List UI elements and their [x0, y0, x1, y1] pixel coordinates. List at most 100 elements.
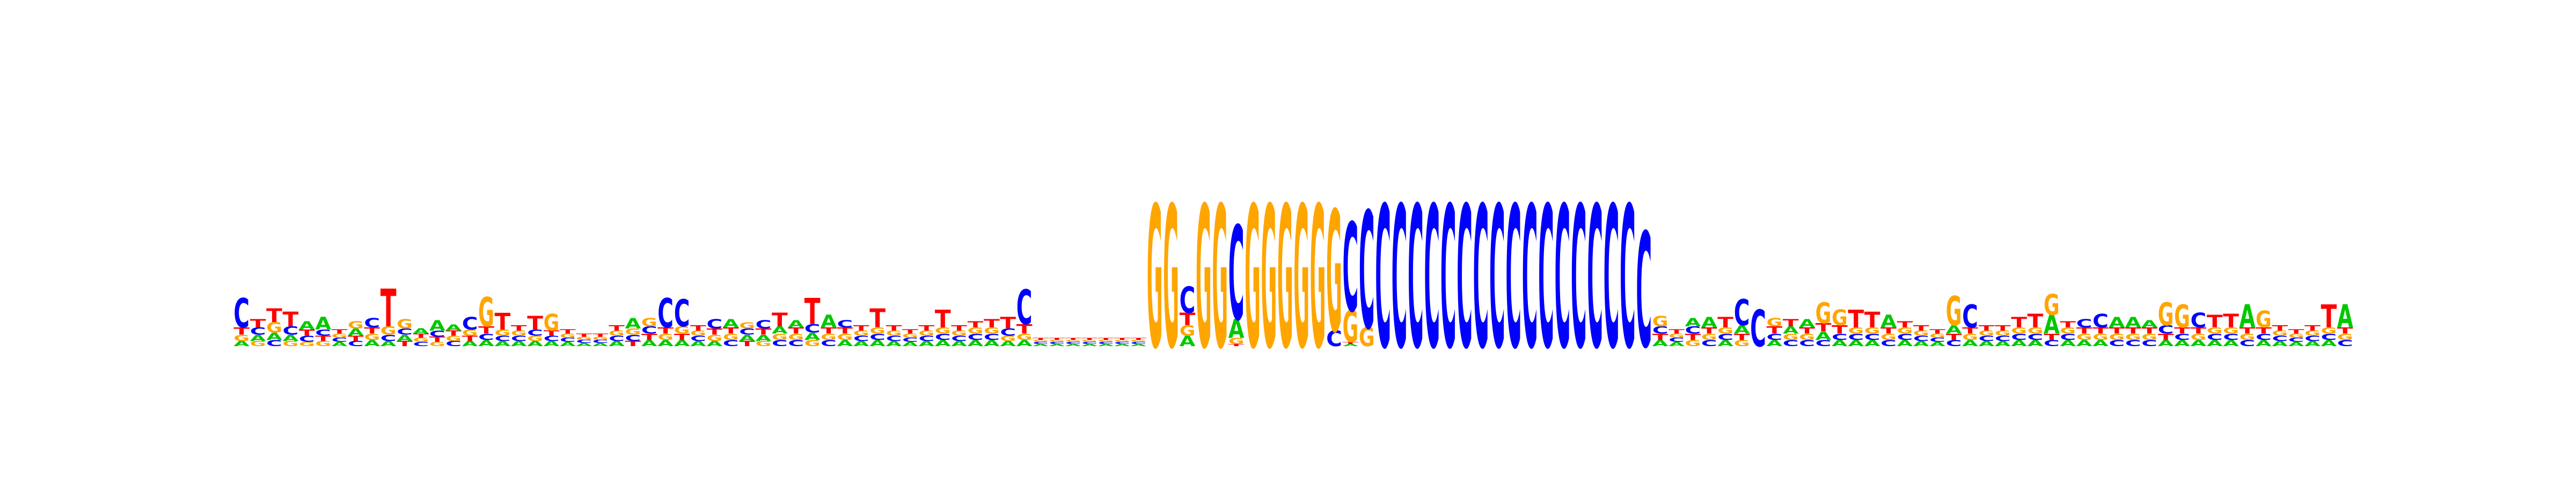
logo-letter-a: A — [2125, 314, 2141, 331]
logo-letter-g: G — [348, 319, 364, 331]
logo-letter-t: T — [788, 326, 804, 336]
logo-letter-c: C — [2158, 323, 2174, 336]
logo-letter-g: G — [951, 330, 967, 338]
logo-letter-c: C — [1538, 165, 1554, 392]
logo-letter-a: A — [527, 339, 544, 348]
logo-letter-t: T — [1783, 317, 1799, 329]
logo-letter-a: A — [886, 339, 903, 348]
logo-column-94: C — [1750, 299, 1766, 358]
logo-column-61: G — [1212, 166, 1228, 392]
logo-letter-a: A — [332, 341, 348, 347]
logo-letter-c: C — [1440, 165, 1457, 392]
logo-letter-t: T — [1114, 338, 1131, 341]
logo-letter-t: T — [804, 292, 821, 333]
logo-letter-a: A — [935, 338, 951, 348]
logo-letter-t: T — [1897, 319, 1914, 330]
logo-letter-t: T — [674, 332, 691, 342]
logo-letter-c: C — [2044, 338, 2060, 348]
logo-letter-a: A — [837, 338, 853, 348]
logo-letter-c: C — [462, 313, 478, 334]
logo-letter-g: G — [494, 328, 510, 338]
logo-letter-g: G — [609, 330, 625, 338]
logo-column-68: CG — [1326, 176, 1342, 370]
logo-letter-c: C — [1326, 326, 1342, 352]
logo-letter-g: G — [1978, 330, 1994, 338]
logo-letter-a: A — [918, 339, 935, 348]
logo-column-64: G — [1261, 166, 1277, 392]
logo-letter-c: C — [1114, 341, 1130, 345]
logo-letter-a: A — [690, 339, 707, 348]
logo-letter-t: T — [2272, 324, 2288, 332]
logo-letter-a: A — [2304, 339, 2321, 348]
logo-letter-c: C — [1652, 325, 1668, 336]
logo-letter-a: A — [657, 338, 674, 348]
logo-letter-a: A — [478, 338, 494, 348]
logo-letter-c: C — [2207, 332, 2223, 342]
logo-letter-a: A — [1848, 338, 1864, 348]
logo-letter-g: G — [1717, 326, 1733, 336]
logo-letter-c: C — [1081, 341, 1097, 345]
logo-letter-c: C — [984, 332, 1000, 342]
logo-letter-c: C — [1799, 338, 1815, 348]
logo-letter-t: T — [315, 334, 331, 343]
logo-letter-c: C — [397, 327, 413, 337]
logo-letter-g: G — [1359, 323, 1375, 353]
logo-letter-c: C — [266, 338, 282, 348]
logo-letter-c: C — [1065, 341, 1081, 345]
logo-column-81: C — [1538, 165, 1554, 392]
logo-letter-c: C — [1392, 165, 1408, 392]
logo-letter-c: C — [413, 341, 429, 348]
logo-letter-t: T — [2304, 324, 2321, 332]
logo-letter-t: T — [2109, 326, 2126, 336]
logo-letter-a: A — [2076, 338, 2092, 348]
logo-letter-c: C — [902, 336, 918, 343]
logo-column-67: G — [1310, 166, 1326, 392]
logo-letter-g: G — [1081, 339, 1097, 342]
logo-letter-a: A — [1897, 338, 1913, 348]
logo-letter-c: C — [1848, 332, 1864, 342]
logo-letter-a: A — [772, 325, 788, 336]
logo-letter-g: G — [968, 326, 984, 336]
logo-letter-t: T — [1864, 308, 1880, 333]
logo-letter-c: C — [739, 327, 755, 337]
logo-letter-t: T — [1766, 324, 1782, 336]
logo-letter-t: T — [1978, 324, 1994, 332]
logo-letter-a: A — [413, 327, 430, 335]
logo-letter-c: C — [2092, 310, 2109, 332]
logo-letter-a: A — [2256, 338, 2272, 348]
logo-letter-c: C — [2304, 334, 2321, 342]
logo-letter-t: T — [1228, 343, 1245, 347]
logo-letter-c: C — [299, 334, 315, 345]
logo-letter-c: C — [968, 332, 984, 342]
logo-letter-t: T — [1995, 324, 2011, 332]
logo-letter-a: A — [2060, 338, 2076, 348]
logo-letter-a: A — [2109, 314, 2125, 331]
logo-letter-g: G — [2223, 326, 2239, 336]
logo-letter-g: G — [1293, 166, 1309, 392]
logo-letter-c: C — [511, 334, 527, 342]
logo-letter-g: G — [2190, 332, 2206, 342]
logo-letter-t: T — [1734, 332, 1751, 342]
